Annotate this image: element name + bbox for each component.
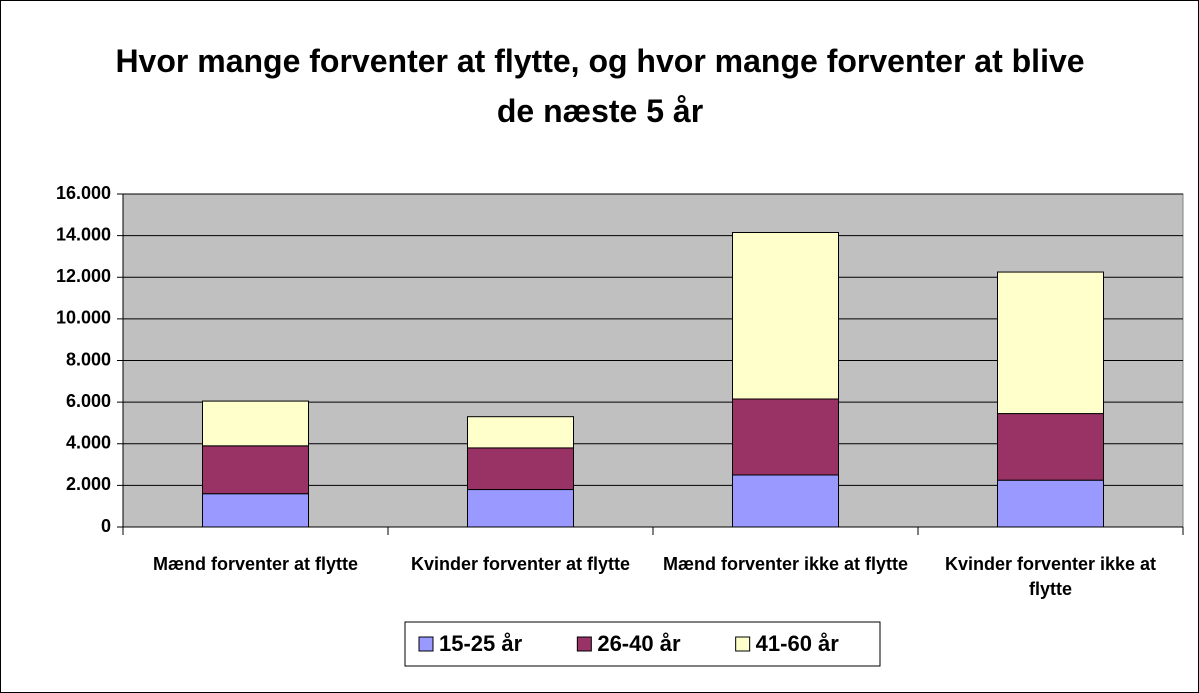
y-tick-label: 10.000	[56, 308, 111, 328]
bar-segment	[732, 232, 839, 400]
chart-title: Hvor mange forventer at flytte, og hvor …	[115, 43, 1085, 129]
bar-segment	[202, 400, 309, 447]
bar-segment	[467, 447, 574, 491]
y-tick-label: 2.000	[66, 474, 111, 494]
legend-swatch	[418, 636, 434, 652]
bar-segment	[202, 445, 309, 495]
bar-segment	[732, 398, 839, 476]
legend-swatch	[735, 636, 751, 652]
x-tick-label: Kvinder forventer ikke at flytte	[944, 554, 1157, 599]
bar-segment	[997, 413, 1104, 481]
bar-segment	[997, 479, 1104, 528]
legend-label: 26-40 år	[597, 631, 681, 656]
bar-segment	[997, 271, 1104, 415]
legend-label: 41-60 år	[756, 631, 840, 656]
bar-segment	[732, 474, 839, 528]
bar-segment	[202, 493, 309, 528]
x-tick-label: Mænd forventer ikke at flytte	[662, 554, 909, 574]
y-tick-label: 0	[101, 516, 111, 536]
x-tick-label: Kvinder forventer at flytte	[410, 554, 631, 574]
y-tick-label: 8.000	[66, 349, 111, 369]
x-tick-label: Mænd forventer at flytte	[152, 554, 359, 574]
y-tick-label: 14.000	[56, 224, 111, 244]
y-tick-label: 16.000	[56, 183, 111, 203]
legend-box	[404, 621, 881, 667]
bar-segment	[467, 489, 574, 528]
bar-segment	[467, 416, 574, 449]
y-tick-label: 4.000	[66, 433, 111, 453]
legend-swatch	[576, 636, 592, 652]
legend-label: 15-25 år	[439, 631, 523, 656]
y-tick-label: 12.000	[56, 266, 111, 286]
y-tick-label: 6.000	[66, 391, 111, 411]
